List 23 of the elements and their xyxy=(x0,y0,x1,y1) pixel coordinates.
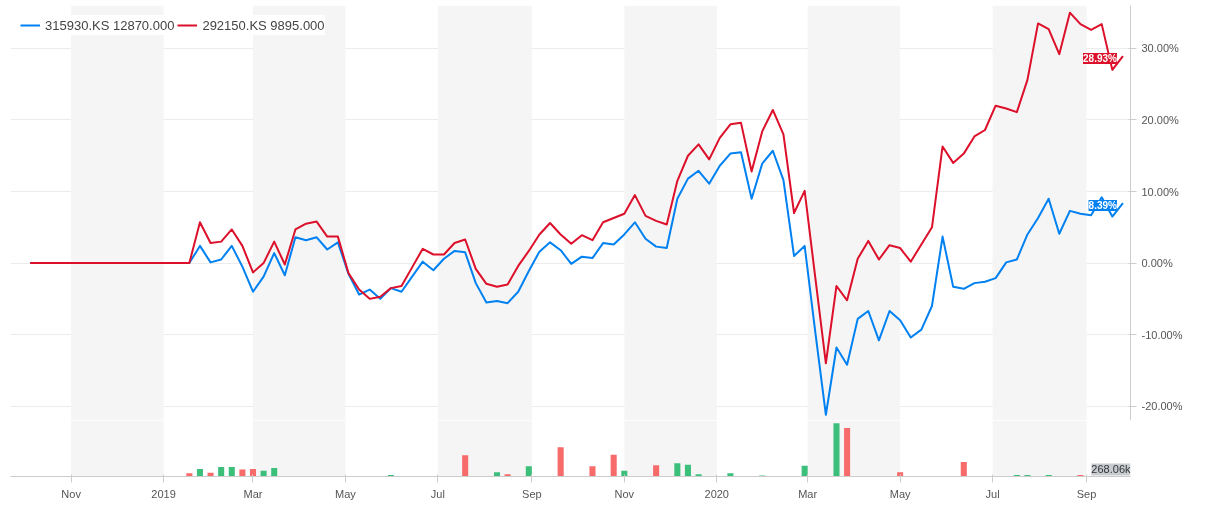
x-tick-label: Nov xyxy=(614,487,635,500)
data-label: 8.39% xyxy=(1088,200,1118,212)
x-tick-label: May xyxy=(335,487,357,500)
annotation: 268.06k xyxy=(1091,463,1131,476)
y-tick-label: 30.00% xyxy=(1141,42,1180,55)
x-tick-label: Mar xyxy=(798,487,818,500)
x-tick-label: Sep xyxy=(1076,487,1097,500)
data-label: 28.93% xyxy=(1083,53,1118,65)
y-tick-label: -10.00% xyxy=(1141,328,1183,341)
y-tick-label: 20.00% xyxy=(1141,113,1180,126)
y-tick-label: 10.00% xyxy=(1141,185,1180,198)
x-tick-label: May xyxy=(889,487,912,500)
x-tick-label: Jul xyxy=(985,487,1000,500)
y-tick-label: 0.00% xyxy=(1141,257,1173,270)
x-tick-label: 2020 xyxy=(704,487,729,500)
y-tick-label: -20.00% xyxy=(1141,400,1183,413)
x-tick-label: Mar xyxy=(243,487,263,500)
x-tick-label: Sep xyxy=(522,487,542,500)
legend-label: 292150.KS 9895.000 xyxy=(202,17,325,33)
x-tick-label: 2019 xyxy=(151,487,176,500)
x-tick-label: Jul xyxy=(430,487,445,500)
x-tick-label: Nov xyxy=(61,487,82,500)
legend-label: 315930.KS 12870.000 xyxy=(45,17,175,33)
